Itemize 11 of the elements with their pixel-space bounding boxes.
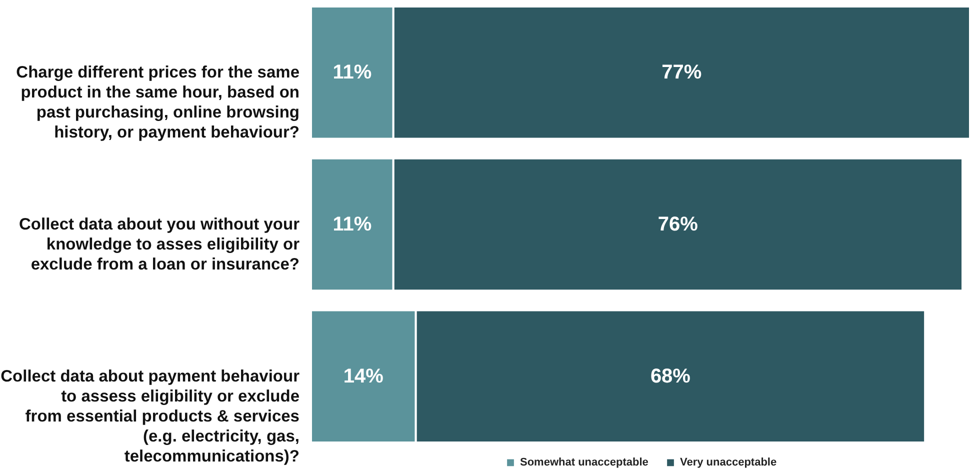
data-label: 77%	[662, 62, 702, 84]
data-label: 14%	[343, 365, 384, 388]
data-label: 11%	[332, 62, 372, 84]
legend-label: Somewhat unacceptable	[520, 456, 648, 469]
data-label: 68%	[650, 365, 691, 388]
legend-label: Very unacceptable	[680, 456, 777, 469]
y-tick-label: Collect data about you without your knowledge to asses eligibility or exclude from a loan or insurance?	[19, 216, 300, 274]
y-tick-label: Charge different prices for the same product in the same hour, based on past purchasing, online browsing history, or payment behaviour?	[16, 64, 300, 142]
data-label: 11%	[332, 214, 372, 236]
data-label: 76%	[658, 214, 698, 236]
y-tick-label: Collect data about payment behaviour to assess eligibility or exclude from essential products & services (e.g. electricity, gas, telecommunications)?	[0, 367, 300, 466]
